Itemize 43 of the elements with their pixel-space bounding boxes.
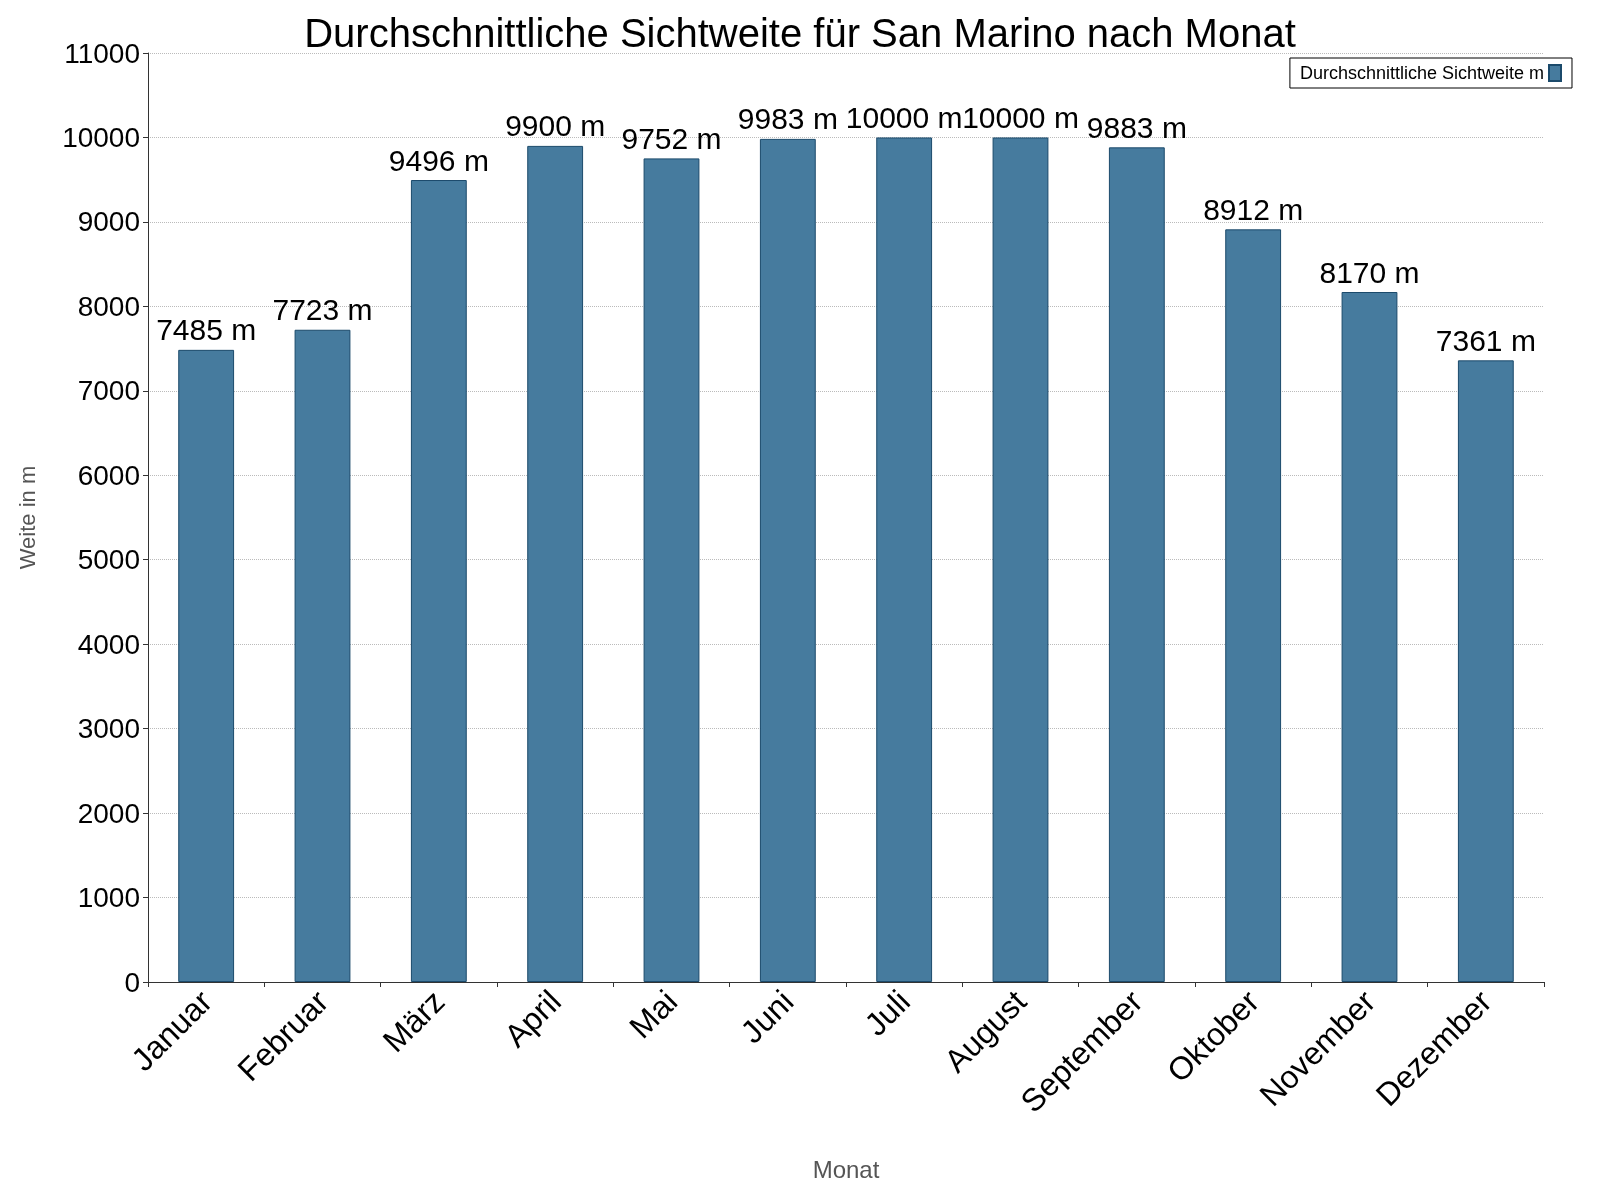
x-tick-label: Juli	[857, 983, 917, 1043]
bar	[527, 145, 584, 982]
y-tick-label: 2000	[77, 797, 140, 829]
y-axis-title: Weite in m	[14, 465, 40, 570]
y-tick-label: 4000	[77, 628, 140, 660]
bar	[876, 137, 933, 982]
data-label: 7361 m	[1435, 323, 1536, 357]
chart-title: Durchschnittliche Sichtweite für San Marino nach Monat	[304, 11, 1296, 55]
bar	[178, 349, 235, 982]
y-tick-label: 7000	[77, 375, 140, 407]
x-tick-label: Juni	[733, 983, 801, 1051]
y-tick-label: 10000	[62, 121, 140, 153]
bar	[1457, 360, 1514, 982]
y-tick-label: 11000	[64, 37, 140, 69]
data-label: 9900 m	[505, 109, 606, 143]
data-label: 9496 m	[388, 143, 489, 177]
y-tick-label: 9000	[77, 206, 140, 238]
bar	[759, 138, 816, 982]
bar	[1225, 229, 1282, 982]
data-label: 9983 m	[737, 102, 838, 136]
bar	[992, 137, 1049, 982]
data-label: 10000 m	[845, 100, 963, 134]
data-label: 9752 m	[621, 121, 722, 155]
data-label: 8912 m	[1203, 192, 1304, 226]
bar	[643, 158, 700, 982]
x-tick-label: Mai	[622, 983, 685, 1046]
y-tick-label: 5000	[77, 544, 140, 576]
data-label: 7485 m	[156, 313, 257, 347]
data-label: 8170 m	[1319, 255, 1420, 289]
data-label: 9883 m	[1086, 110, 1187, 144]
y-tick-label: 8000	[77, 290, 140, 322]
y-tick-label: 3000	[77, 713, 140, 745]
bar	[1341, 292, 1398, 982]
bar	[294, 329, 351, 982]
y-tick-label: 0	[124, 966, 140, 998]
legend-label: Durchschnittliche Sichtweite m	[1299, 63, 1544, 83]
y-tick-label: 1000	[77, 882, 140, 914]
bar	[410, 180, 467, 982]
data-label: 7723 m	[272, 293, 373, 327]
bar	[1108, 147, 1165, 982]
y-tick-label: 6000	[77, 459, 140, 491]
x-axis-title: Monat	[812, 1155, 880, 1183]
data-label: 10000 m	[962, 100, 1079, 134]
